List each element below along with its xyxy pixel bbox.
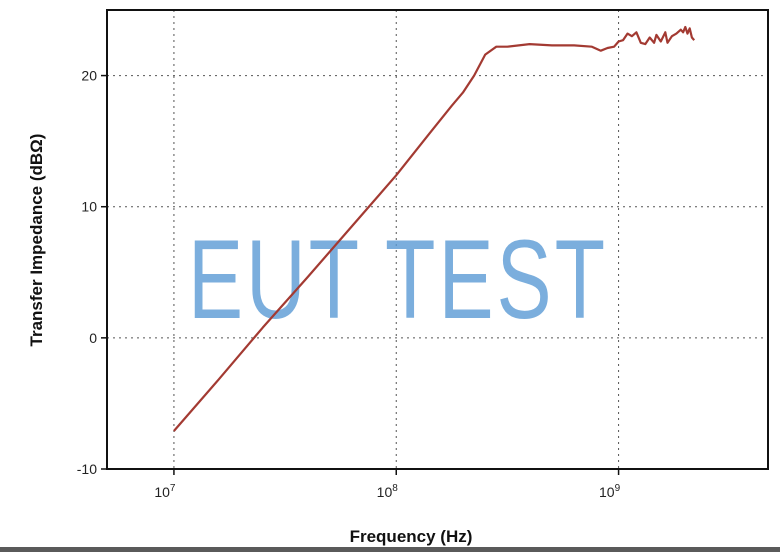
bottom-bar bbox=[0, 547, 780, 552]
y-tick-label: -10 bbox=[77, 461, 97, 477]
x-tick-label: 107 bbox=[154, 483, 176, 500]
series-line bbox=[173, 25, 696, 432]
watermark: EUT TEST bbox=[188, 217, 608, 342]
y-tick-label: 0 bbox=[89, 330, 97, 346]
y-tick-label: 20 bbox=[81, 68, 97, 84]
x-tick-label: 109 bbox=[599, 483, 621, 500]
x-tick-label: 108 bbox=[377, 483, 399, 500]
plot-frame bbox=[106, 9, 769, 470]
grid bbox=[107, 10, 768, 469]
y-axis-label: Transfer Impedance (dBΩ) bbox=[27, 134, 46, 347]
y-tick-label: 10 bbox=[81, 199, 97, 215]
x-axis-label: Frequency (Hz) bbox=[350, 527, 473, 546]
